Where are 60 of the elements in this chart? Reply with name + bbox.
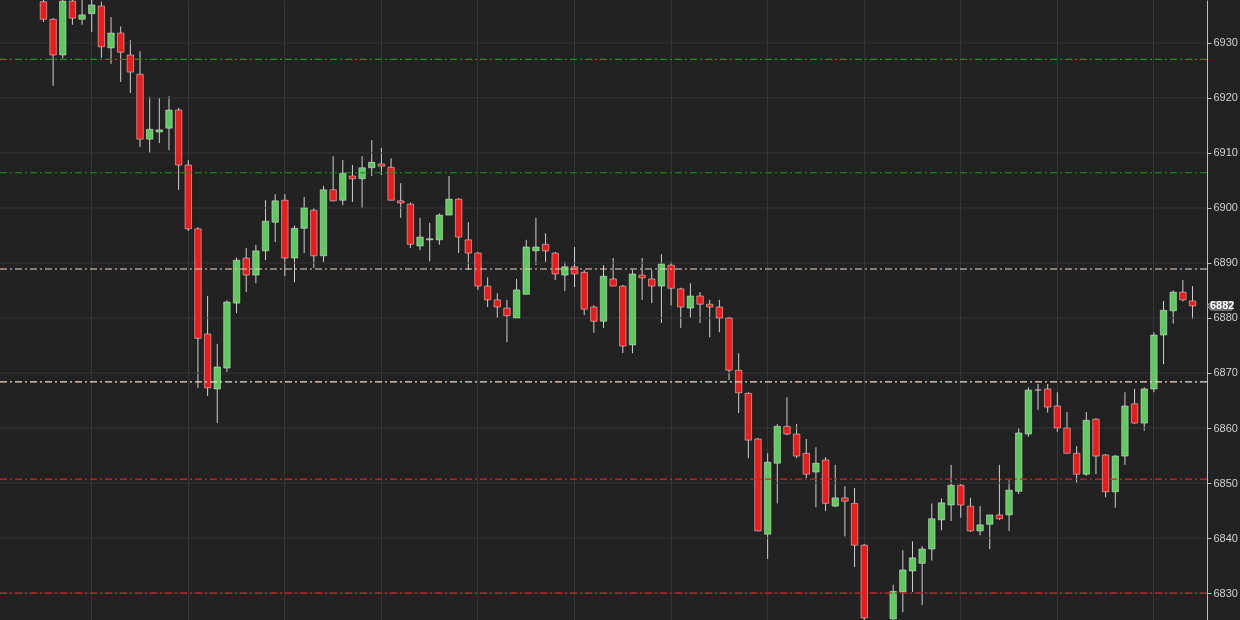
candlestick	[464, 221, 472, 271]
text: 6882	[1210, 298, 1235, 311]
candlestick	[1169, 289, 1177, 324]
candlestick	[377, 147, 385, 176]
candlestick	[899, 549, 907, 613]
candlestick	[242, 247, 250, 293]
candlestick	[976, 505, 984, 536]
y-tick-label: 6920	[1213, 91, 1238, 104]
candlestick	[638, 257, 646, 301]
y-tick-label: 6900	[1213, 201, 1238, 214]
candlestick	[812, 446, 820, 508]
candlestick	[735, 352, 743, 414]
candlestick	[416, 217, 424, 251]
candlestick	[696, 291, 704, 324]
y-tick-label: 6830	[1213, 586, 1238, 599]
y-tick-label: 6890	[1213, 256, 1238, 269]
candlestick	[918, 545, 926, 606]
candlestick	[68, 0, 76, 26]
candlestick	[1179, 279, 1187, 302]
y-tick-label: 6840	[1213, 531, 1238, 544]
candlestick	[107, 16, 115, 65]
candlestick	[348, 164, 356, 203]
candlestick	[677, 287, 685, 329]
candlestick	[271, 193, 279, 243]
y-tick-label: 6930	[1213, 36, 1238, 49]
candlestick	[947, 464, 955, 522]
candlestick	[657, 253, 665, 324]
candlestick	[532, 217, 540, 266]
candlestick	[908, 540, 916, 593]
candlestick	[1189, 285, 1197, 320]
y-tick-label: 6860	[1213, 421, 1238, 434]
candlestick	[841, 485, 849, 537]
candlestick	[648, 269, 656, 304]
candlestick	[561, 261, 569, 292]
candlestick	[831, 464, 839, 508]
y-tick-label: 6870	[1213, 366, 1238, 379]
candlestick	[368, 139, 376, 177]
candlestick	[957, 483, 965, 519]
candlestick	[329, 155, 337, 202]
candlestick	[39, 0, 47, 23]
candlestick	[1131, 388, 1139, 425]
candlestick	[667, 261, 675, 306]
candlestick	[358, 155, 366, 209]
y-tick-label: 6850	[1213, 476, 1238, 489]
candlestick	[300, 196, 308, 254]
y-tick-label: 6880	[1213, 311, 1238, 324]
candlestick	[445, 175, 453, 216]
candlestick	[609, 257, 617, 287]
candlestick	[126, 39, 134, 94]
candlestick	[503, 299, 511, 343]
candlestick	[937, 497, 945, 531]
candlestick	[117, 25, 125, 83]
candlestick	[590, 304, 598, 334]
candlestick	[783, 396, 791, 436]
candlestick	[1034, 383, 1042, 411]
y-tick-label: 6910	[1213, 146, 1238, 159]
candlestick	[165, 95, 173, 151]
candlestick	[686, 282, 694, 319]
candlestick	[542, 232, 550, 263]
candlestick	[78, 0, 86, 26]
